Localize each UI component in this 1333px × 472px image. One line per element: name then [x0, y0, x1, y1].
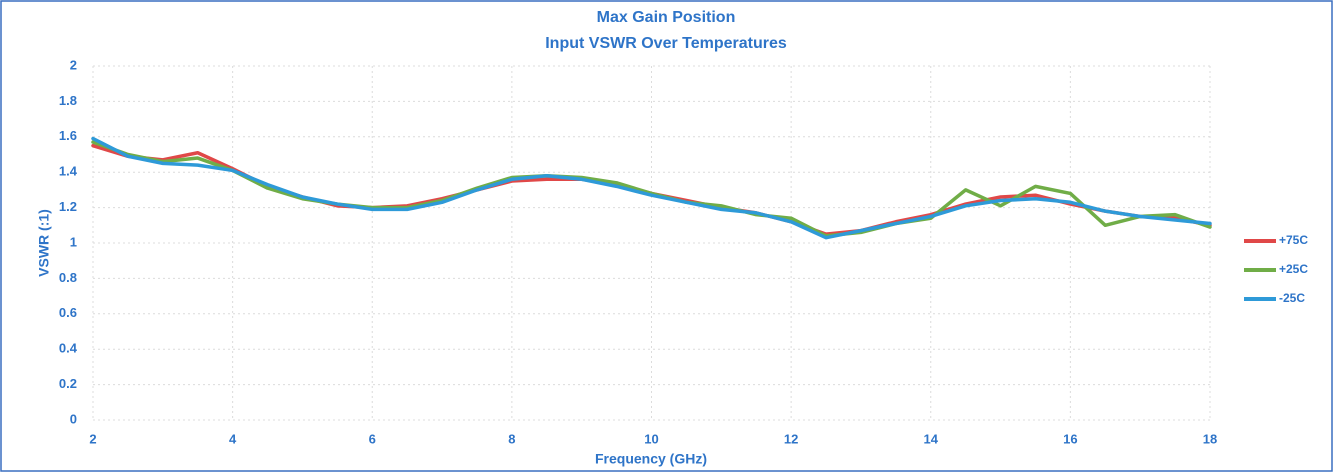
- x-tick-label: 4: [229, 431, 237, 446]
- x-tick-label: 18: [1203, 431, 1217, 446]
- chart-subtitle: Input VSWR Over Temperatures: [545, 35, 787, 52]
- x-tick-label: 12: [784, 431, 798, 446]
- y-tick-label: 0.8: [59, 270, 77, 285]
- legend-label: +75C: [1279, 233, 1308, 247]
- x-tick-label: 2: [89, 431, 96, 446]
- y-tick-label: 1.6: [59, 128, 77, 143]
- series-line: [91, 136, 1212, 240]
- y-tick-label: 1.2: [59, 199, 77, 214]
- x-axis-label: Frequency (GHz): [595, 451, 707, 467]
- series-line: [91, 143, 1212, 236]
- legend-label: -25C: [1279, 291, 1305, 305]
- x-tick-label: 6: [369, 431, 376, 446]
- y-tick-label: 1: [70, 234, 77, 249]
- y-tick-label: 1.8: [59, 93, 77, 108]
- x-tick-label: 14: [924, 431, 939, 446]
- x-tick-label: 10: [644, 431, 658, 446]
- y-tick-label: 2: [70, 57, 77, 72]
- y-tick-label: 0.4: [59, 341, 78, 356]
- chart-title: Max Gain Position: [597, 9, 736, 26]
- y-tick-label: 0: [70, 411, 77, 426]
- y-tick-label: 1.4: [59, 164, 78, 179]
- x-tick-label: 16: [1063, 431, 1077, 446]
- y-tick-label: 0.2: [59, 376, 77, 391]
- y-axis-label: VSWR (:1): [36, 209, 52, 277]
- y-tick-label: 0.6: [59, 305, 77, 320]
- x-tick-label: 8: [508, 431, 515, 446]
- legend-label: +25C: [1279, 262, 1308, 276]
